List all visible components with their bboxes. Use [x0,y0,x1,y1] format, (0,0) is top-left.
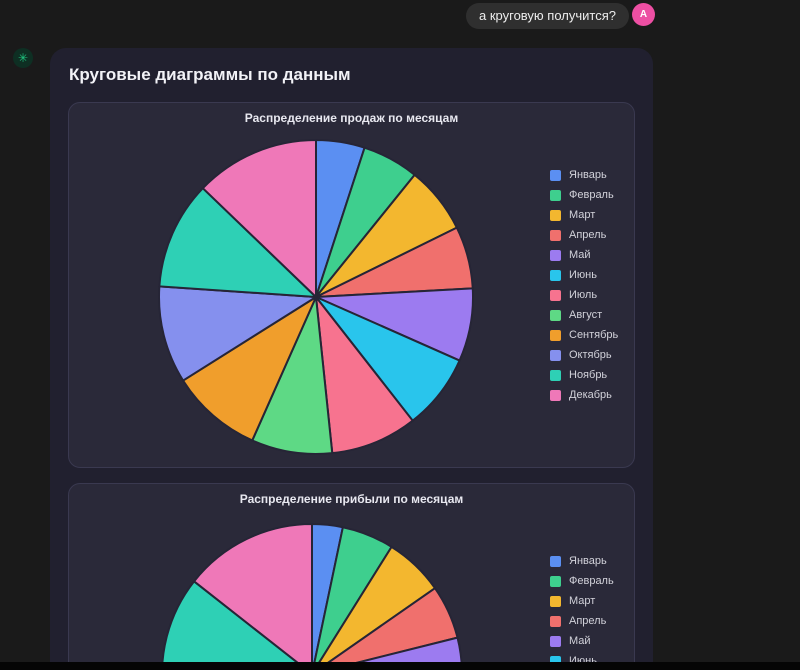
pie-slice-Ноябрь [158,187,317,298]
user-avatar[interactable]: А [632,3,655,26]
legend-swatch-icon [550,655,561,667]
legend-item: Октябрь [550,345,618,365]
legend-swatch-icon [550,389,561,401]
legend-swatch-icon [550,595,561,607]
legend-swatch-icon [550,615,561,627]
legend-item: Март [550,591,618,611]
legend-label: Июнь [569,269,597,281]
legend-label: Май [569,635,591,647]
legend-label: Ноябрь [569,369,608,381]
chart-title-profit: Распределение прибыли по месяцам [239,492,464,506]
legend-label: Январь [569,169,607,181]
legend-swatch-icon [550,289,561,301]
legend-item: Февраль [550,571,618,591]
legend-item: Февраль [550,185,618,205]
pie-slice-Октябрь [158,285,317,382]
openai-logo-icon: ✳ [13,48,33,68]
legend-item: Июнь [550,265,618,285]
legend-label: Сентябрь [569,329,619,341]
legend-swatch-icon [550,309,561,321]
legend-sales: Январь Февраль Март Апрель Май Июнь Июль Август… [550,165,618,405]
legend-label: Май [569,249,591,261]
legend-item: Апрель [550,225,618,245]
legend-item: Ноябрь [550,365,618,385]
pie-chart-sales [158,139,474,455]
pie-slice-Май [323,636,463,670]
legend-label: Февраль [569,575,614,587]
user-avatar-letter: А [639,9,648,20]
chart-panel-profit: Распределение прибыли по месяцам Январь Ф… [68,483,635,670]
pie-slice-Июль [315,296,414,455]
chart-panel-sales: Распределение продаж по месяцам Январь Фе… [68,102,635,468]
legend-swatch-icon [550,555,561,567]
screenshot-bottom-edge [0,662,800,670]
pie-chart-profit [161,523,463,670]
card-heading: Круговые диаграммы по данным [69,65,351,84]
legend-swatch-icon [550,189,561,201]
legend-label: Декабрь [569,389,612,401]
legend-label: Февраль [569,189,614,201]
legend-swatch-icon [550,575,561,587]
legend-item: Сентябрь [550,325,618,345]
legend-label: Апрель [569,615,607,627]
legend-swatch-icon [550,229,561,241]
legend-label: Июль [569,289,598,301]
legend-label: Октябрь [569,349,612,361]
legend-swatch-icon [550,329,561,341]
legend-swatch-icon [550,269,561,281]
pie-slice-Декабрь [201,139,317,298]
legend-swatch-icon [550,169,561,181]
legend-item: Август [550,305,618,325]
pie-slice-Сентябрь [182,296,317,442]
legend-item: Март [550,205,618,225]
legend-item: Июль [550,285,618,305]
legend-profit: ЯнварьФевральМартАпрельМайИюньИюльАвгуст… [550,551,618,670]
pie-slice-Ноябрь [161,580,309,670]
legend-swatch-icon [550,369,561,381]
legend-swatch-icon [550,249,561,261]
legend-item: Декабрь [550,385,618,405]
legend-item: Май [550,245,618,265]
legend-swatch-icon [550,209,561,221]
legend-swatch-icon [550,635,561,647]
legend-label: Январь [569,555,607,567]
legend-label: Август [569,309,603,321]
chart-title-sales: Распределение продаж по месяцам [244,111,459,125]
legend-label: Апрель [569,229,607,241]
legend-label: Март [569,209,596,221]
legend-item: Апрель [550,611,618,631]
user-message-bubble: а круговую получится? [466,3,629,29]
legend-item: Май [550,631,618,651]
pie-slice-Декабрь [193,523,313,670]
legend-item: Январь [550,165,618,185]
legend-label: Март [569,595,596,607]
legend-swatch-icon [550,349,561,361]
assistant-message-card: Круговые диаграммы по данным Распределен… [50,48,653,670]
legend-item: Январь [550,551,618,571]
